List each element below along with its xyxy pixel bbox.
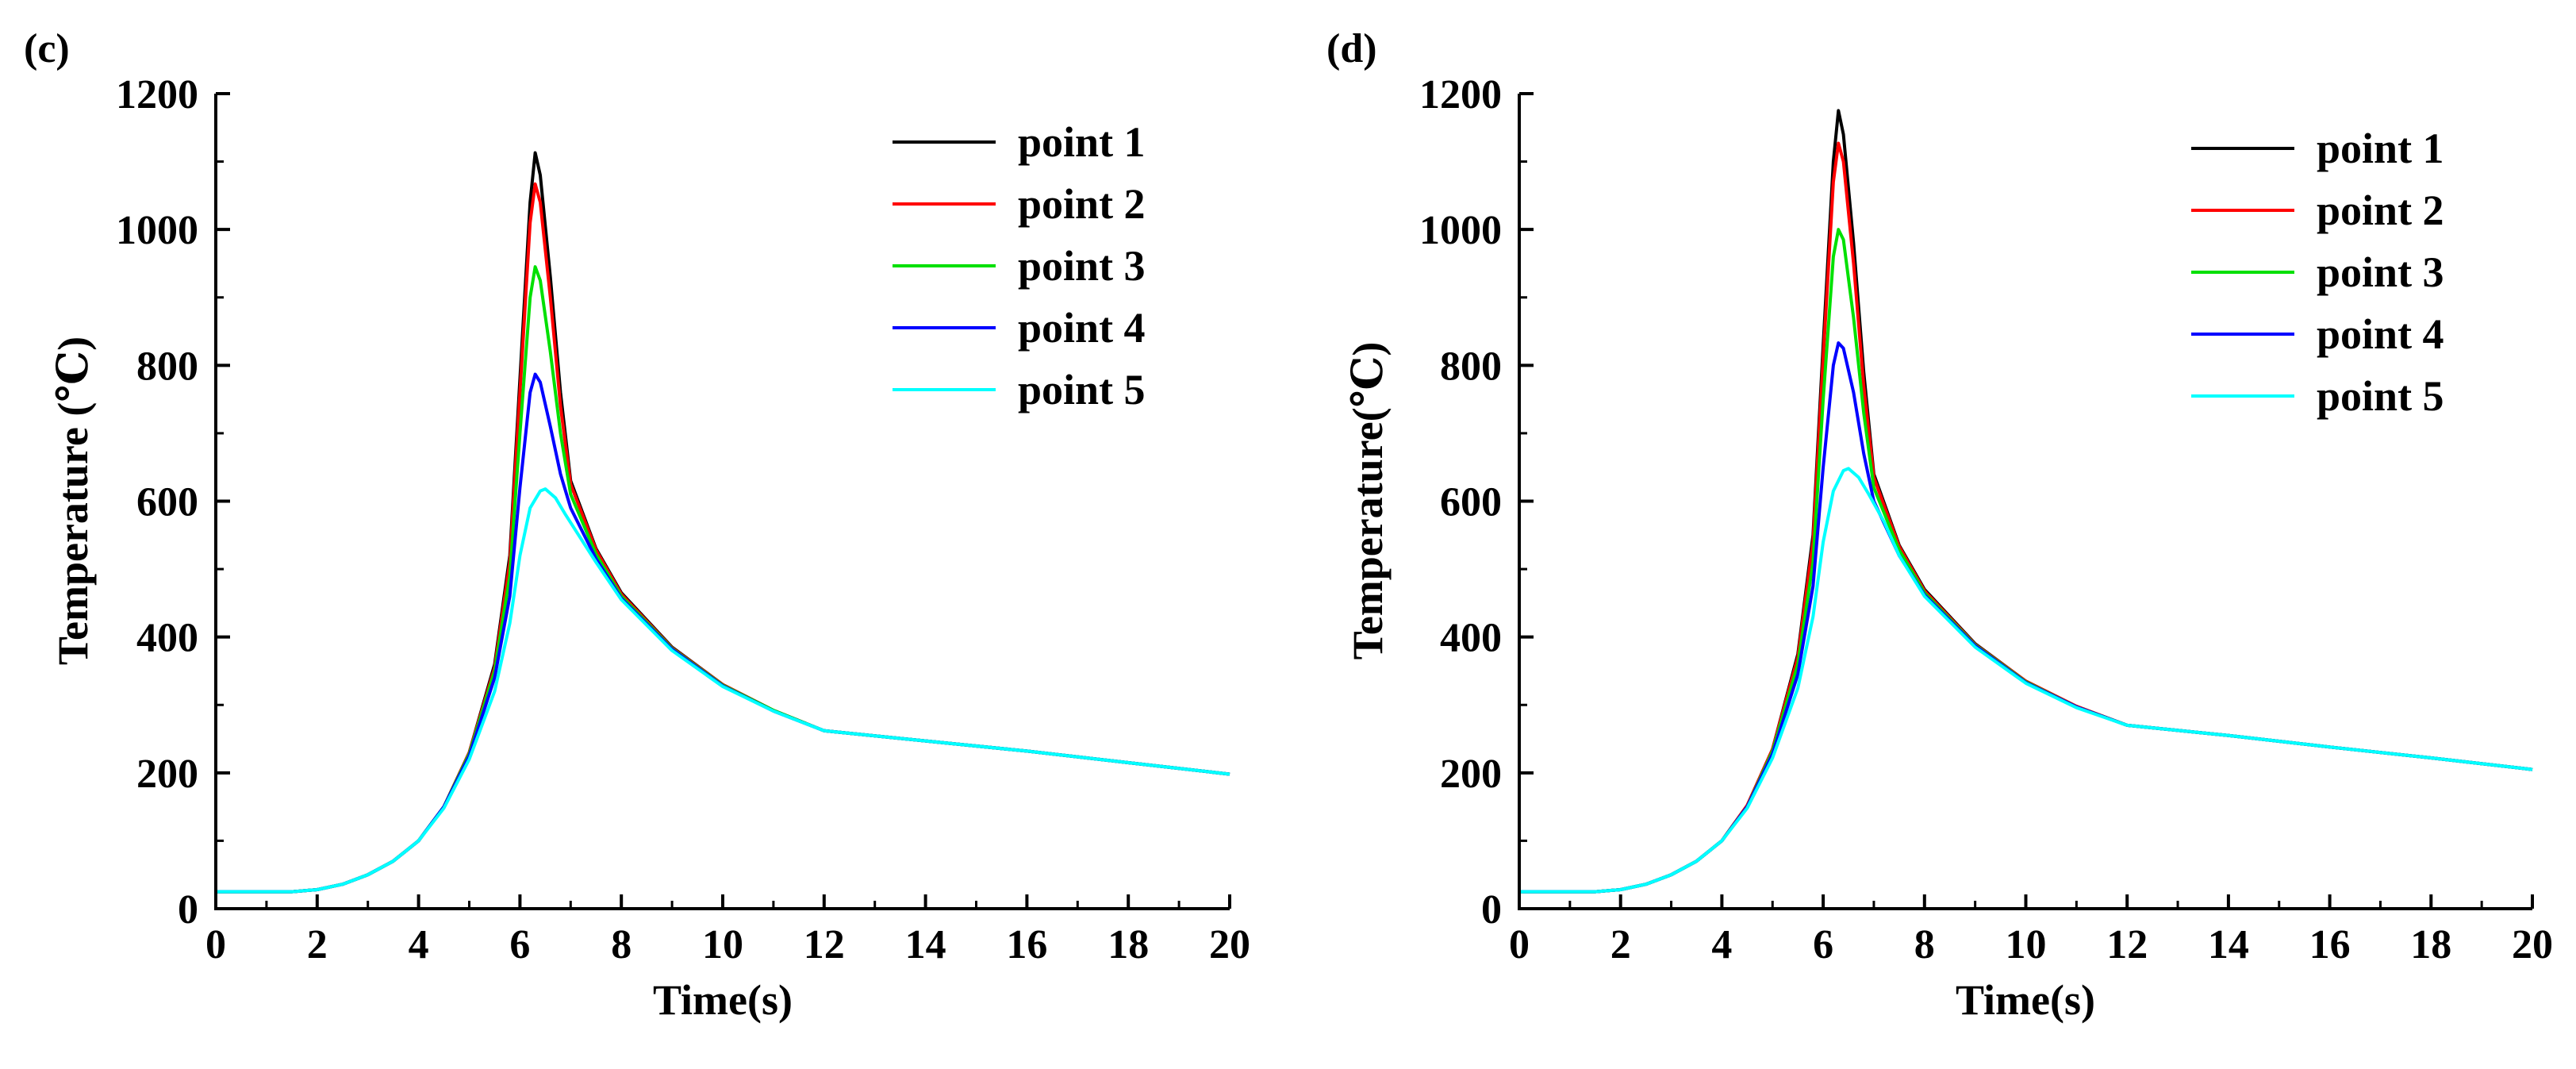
chart-d-y-tick-label: 0 [1481,887,1502,932]
chart-d-y-tick-label: 1200 [1419,72,1502,117]
chart-d-x-tick-label: 2 [1610,922,1631,967]
chart-c-x-tick-label: 12 [804,922,845,967]
chart-c-x-tick-label: 16 [1006,922,1047,967]
chart-c-x-tick-label: 10 [702,922,743,967]
chart-c-y-tick-label: 600 [136,480,198,525]
chart-c-y-tick-label: 1000 [116,208,198,253]
chart-d-x-axis-title: Time(s) [1956,976,2095,1024]
chart-d-x-tick-label: 8 [1914,922,1935,967]
chart-d-x-tick-label: 12 [2106,922,2148,967]
chart-c-legend-label-4: point 4 [1018,304,1146,352]
chart-c-x-axis-title: Time(s) [653,976,793,1024]
chart-c-legend: point 1 point 2 point 3 point 4 point 5 [893,118,1146,413]
chart-c-y-tick-label: 1200 [116,72,198,117]
chart-d-x-tick-label: 16 [2309,922,2351,967]
chart-d-legend-label-4: point 4 [2317,310,2444,358]
chart-c-series-group [216,151,1230,894]
chart-c-x-tick-label: 2 [307,922,328,967]
chart-c-x-tick-label: 6 [509,922,530,967]
chart-d-x-tick-label: 4 [1711,922,1732,967]
chart-d-y-axis-title: Temperature(℃) [1344,342,1392,660]
chart-c-legend-label-3: point 3 [1018,242,1146,290]
chart-d-legend-label-3: point 3 [2317,248,2444,296]
chart-d-y-tick-label: 800 [1440,344,1502,389]
chart-d: (d)0 2 4 6 8 10 12 14 16 18 2002004006008001000120… [1326,26,2553,1024]
chart-c-x-tick-label: 0 [205,922,226,967]
chart-c-y-tick-label: 200 [136,752,198,797]
chart-d-x-tick-label: 10 [2006,922,2047,967]
chart-c: (c)0 2 4 6 8 10 12 14 16 18 2002004006008001000120… [24,26,1250,1024]
chart-d-y-tick-label: 1000 [1419,208,1502,253]
chart-c-y-tick-label: 400 [136,616,198,661]
chart-c-series-line-5 [216,487,1230,894]
chart-c-legend-label-1: point 1 [1018,118,1146,166]
chart-d-x-tick-label: 20 [2512,922,2553,967]
chart-c-y-tick-label: 800 [136,344,198,389]
chart-d-y-tick-label: 600 [1440,480,1502,525]
chart-d-x-tick-label: 18 [2410,922,2451,967]
chart-c-x-tick-label: 4 [409,922,429,967]
chart-c-y-tick-label: 0 [178,887,198,932]
chart-d-legend: point 1 point 2 point 3 point 4 point 5 [2191,125,2444,420]
chart-c-x-tick-label: 20 [1209,922,1250,967]
chart-c-legend-label-5: point 5 [1018,366,1146,413]
chart-c-x-tick-label: 14 [905,922,946,967]
chart-d-legend-label-5: point 5 [2317,372,2444,420]
chart-c-y-axis-title: Temperature (℃) [49,336,97,665]
chart-c-x-tick-label: 18 [1108,922,1149,967]
chart-d-x-tick-label: 6 [1813,922,1833,967]
chart-c-x-tick-label: 8 [611,922,632,967]
chart-d-x-tick-label: 0 [1509,922,1530,967]
chart-d-legend-label-1: point 1 [2317,125,2444,172]
chart-d-series-line-5 [1519,467,2533,894]
chart-d-panel-label: (d) [1326,26,1377,71]
chart-c-panel-label: (c) [24,26,70,71]
chart-d-x-tick-label: 14 [2208,922,2249,967]
chart-d-y-tick-label: 400 [1440,616,1502,661]
chart-d-legend-label-2: point 2 [2317,186,2444,234]
chart-d-y-tick-label: 200 [1440,752,1502,797]
chart-d-series-group [1519,109,2533,894]
chart-c-legend-label-2: point 2 [1018,180,1146,228]
